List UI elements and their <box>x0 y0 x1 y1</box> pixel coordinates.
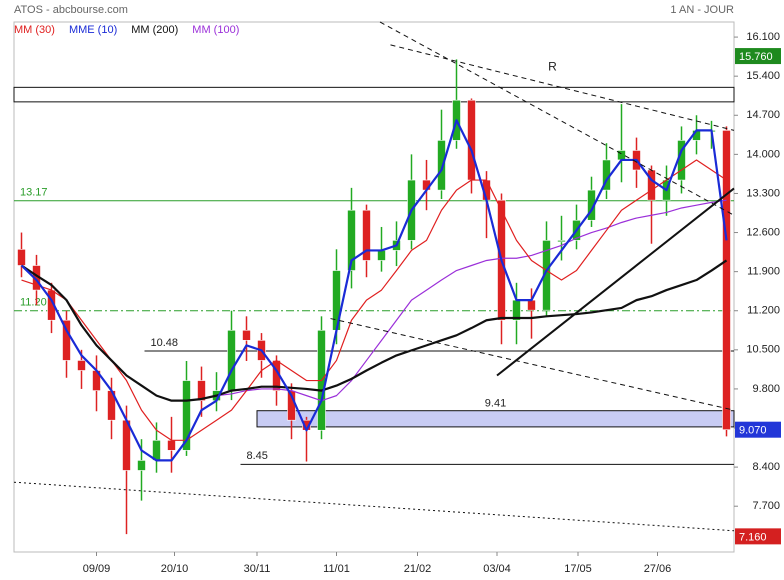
legend-entry: MM (200) <box>131 24 178 36</box>
y-tick-label: 7.700 <box>752 500 780 512</box>
legend-entry: MME (10) <box>69 24 117 36</box>
y-tick-label: 10.500 <box>746 344 780 356</box>
y-tick-label: 13.300 <box>746 187 780 199</box>
price-tag-label: 7.160 <box>739 531 767 543</box>
x-tick-label: 30/11 <box>244 563 271 575</box>
candle-body <box>527 299 536 311</box>
y-tick-label: 15.400 <box>746 70 780 82</box>
candle-body <box>362 209 371 261</box>
plot-frame <box>13 21 735 553</box>
trendline <box>13 481 735 532</box>
annotation: R <box>548 59 557 73</box>
y-tick-label: 11.900 <box>747 266 780 278</box>
candle-body <box>467 99 476 181</box>
x-tick-label: 09/09 <box>83 563 111 575</box>
y-tick-label: 14.700 <box>746 109 780 121</box>
chart-title: ATOS - abcbourse.com <box>14 4 128 16</box>
y-tick-label: 11.200 <box>747 305 780 317</box>
candle-body <box>722 130 731 430</box>
candle-body <box>377 250 386 261</box>
zone-label: 9.41 <box>485 398 506 410</box>
level-label: 11.20 <box>20 297 47 309</box>
candle-body <box>227 329 236 391</box>
candle-body <box>197 380 206 401</box>
ma-line <box>20 119 728 462</box>
price-tag <box>735 528 781 545</box>
trendline <box>390 44 735 131</box>
x-tick-label: 21/02 <box>404 563 432 575</box>
zone <box>13 86 735 103</box>
candle-body <box>542 240 551 311</box>
candle-body <box>167 440 176 451</box>
y-tick-label: 8.400 <box>752 461 780 473</box>
legend-entry: MM (100) <box>192 24 239 36</box>
ma-line <box>21 159 727 441</box>
ma-line <box>20 259 728 402</box>
chart-subtitle: 1 AN - JOUR <box>670 4 734 16</box>
candle-body <box>182 380 191 451</box>
candle-body <box>137 460 146 471</box>
candle-body <box>587 189 596 221</box>
candle-body <box>557 240 566 243</box>
candle-body <box>347 209 356 271</box>
trendline <box>496 187 735 377</box>
y-tick-label: 12.600 <box>746 226 780 238</box>
x-tick-label: 27/06 <box>644 563 672 575</box>
y-tick-label: 14.000 <box>746 148 780 160</box>
level-label: 10.48 <box>151 337 179 349</box>
candle-body <box>242 329 251 341</box>
price-tag-label: 9.070 <box>739 425 767 437</box>
price-tag-label: 15.760 <box>739 51 773 63</box>
price-tag <box>735 421 781 438</box>
x-tick-label: 03/04 <box>483 563 511 575</box>
candle-body <box>77 360 86 371</box>
candle-body <box>17 249 26 266</box>
legend: MM (30) MME (10) MM (200) MM (100) <box>14 24 239 36</box>
x-tick-label: 20/10 <box>161 563 189 575</box>
y-tick-label: 9.800 <box>752 383 780 395</box>
trendline <box>379 21 735 216</box>
candle-body <box>62 319 71 361</box>
legend-entry: MM (30) <box>14 24 55 36</box>
candle-body <box>437 140 446 191</box>
trendline <box>330 318 735 411</box>
price-tag <box>735 48 781 65</box>
zone <box>256 410 735 428</box>
y-tick-label: 16.100 <box>746 31 780 43</box>
x-tick-label: 17/05 <box>564 563 592 575</box>
level-label: 13.17 <box>20 187 48 199</box>
x-tick-label: 11/01 <box>323 563 350 575</box>
level-label: 8.45 <box>247 450 268 462</box>
